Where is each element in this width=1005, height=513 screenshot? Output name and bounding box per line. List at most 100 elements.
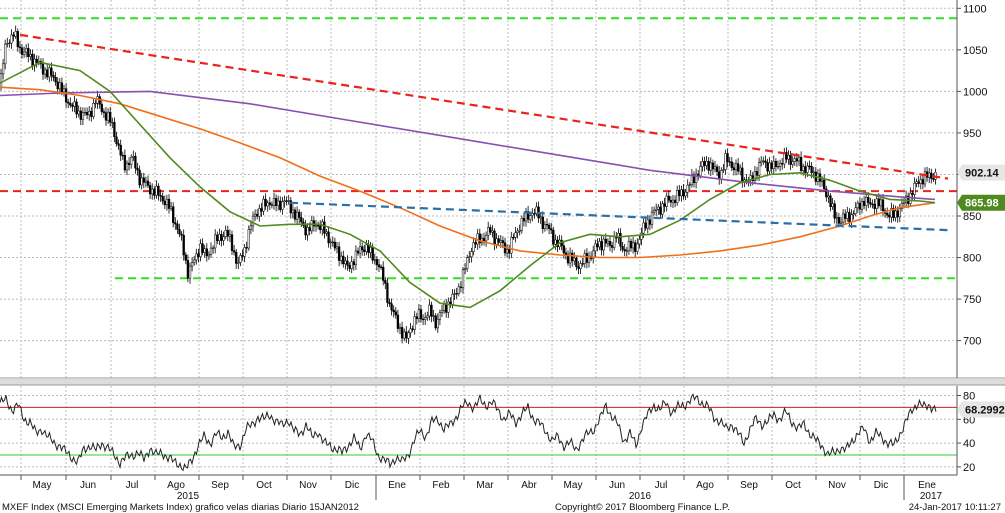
- candle-body: [432, 315, 435, 317]
- candle-body: [119, 144, 122, 156]
- candle-body: [50, 67, 53, 76]
- candle-body: [239, 255, 242, 263]
- candle-body: [852, 213, 855, 216]
- candle-body: [426, 315, 429, 318]
- candle-body: [692, 174, 696, 183]
- candle-body: [79, 110, 82, 120]
- candle-body: [453, 293, 456, 295]
- candle-body: [298, 211, 301, 218]
- candle-body: [518, 230, 521, 232]
- candle-body: [394, 311, 397, 316]
- candle-body: [459, 286, 463, 288]
- candle-body: [188, 265, 192, 279]
- candle-body: [568, 252, 572, 264]
- candle-body: [300, 217, 303, 223]
- footer-copyright: Copyright© 2017 Bloomberg Finance L.P.: [555, 502, 730, 513]
- candle-body: [230, 234, 234, 251]
- candle-body: [350, 261, 353, 269]
- candle-body: [797, 156, 801, 162]
- candle-body: [100, 104, 103, 112]
- sma-50-line: [0, 61, 936, 309]
- candle-body: [489, 227, 492, 233]
- candle-body: [709, 162, 712, 171]
- candle-body: [484, 234, 488, 242]
- candle-body: [877, 198, 880, 207]
- candle-body: [829, 195, 832, 207]
- candle-body: [157, 185, 160, 196]
- candle-body: [787, 155, 790, 160]
- candle-body: [470, 251, 473, 258]
- candle-body: [270, 204, 274, 206]
- candle-body: [22, 51, 26, 55]
- candle-body: [214, 234, 217, 249]
- candle-body: [167, 198, 171, 209]
- candle-body: [386, 283, 389, 303]
- candle-body: [16, 31, 19, 48]
- candle-body: [361, 246, 364, 251]
- candle-body: [409, 328, 412, 334]
- candle-body: [104, 112, 108, 121]
- moving-average-series: [0, 61, 936, 309]
- candle-body: [812, 171, 815, 174]
- candle-body: [617, 233, 620, 239]
- sma-200-line: [0, 90, 936, 201]
- candle-body: [629, 240, 633, 249]
- candle-body: [365, 244, 368, 252]
- candle-body: [308, 227, 311, 232]
- price-tick-label: 800: [963, 253, 981, 265]
- candle-body: [652, 210, 656, 213]
- candle-body: [272, 198, 276, 206]
- candle-body: [319, 225, 322, 230]
- candle-body: [363, 249, 366, 252]
- candle-body: [90, 110, 93, 117]
- candle-body: [524, 211, 528, 222]
- candle-body: [224, 230, 227, 238]
- candle-body: [627, 240, 631, 252]
- candle-body: [638, 239, 641, 245]
- candle-body: [235, 251, 238, 264]
- candle-body: [795, 158, 799, 162]
- price-tick-label: 1050: [963, 45, 987, 57]
- candle-body: [174, 222, 177, 225]
- candle-body: [688, 184, 691, 186]
- footer-left-caption: MXEF Index (MSCI Emerging Markets Index)…: [2, 502, 359, 513]
- candle-body: [211, 247, 215, 249]
- candle-body: [226, 230, 229, 237]
- candle-body: [199, 243, 202, 257]
- sma-100-line: [0, 86, 936, 259]
- candle-body: [14, 31, 17, 37]
- candle-body: [421, 318, 425, 321]
- candle-body: [474, 242, 477, 245]
- candle-body: [881, 199, 885, 211]
- candle-body: [398, 327, 402, 329]
- candle-body: [917, 181, 920, 184]
- candle-body: [62, 88, 66, 93]
- candle-body: [400, 327, 404, 339]
- candle-body: [928, 172, 931, 178]
- candle-body: [932, 178, 935, 180]
- candle-body: [768, 162, 771, 172]
- sma-value-label-text: 865.98: [965, 198, 999, 210]
- candle-body: [678, 190, 681, 197]
- candle-body: [436, 319, 439, 329]
- candle-body: [64, 88, 68, 103]
- candle-body: [193, 259, 196, 263]
- candle-body: [4, 43, 7, 65]
- candle-body: [621, 246, 624, 250]
- candle-body: [793, 158, 796, 162]
- candle-body: [659, 206, 662, 215]
- candle-body: [373, 259, 376, 261]
- candle-body: [342, 255, 345, 265]
- candle-body: [701, 161, 704, 167]
- candle-body: [520, 217, 523, 231]
- candle-body: [930, 172, 933, 179]
- candle-body: [205, 248, 208, 257]
- candle-body: [348, 265, 351, 269]
- candle-body: [715, 166, 719, 172]
- candle-body: [201, 243, 204, 253]
- candle-body: [67, 101, 70, 104]
- candle-body: [640, 232, 643, 240]
- candle-body: [442, 304, 446, 311]
- candle-body: [562, 245, 565, 254]
- candle-body: [802, 166, 805, 171]
